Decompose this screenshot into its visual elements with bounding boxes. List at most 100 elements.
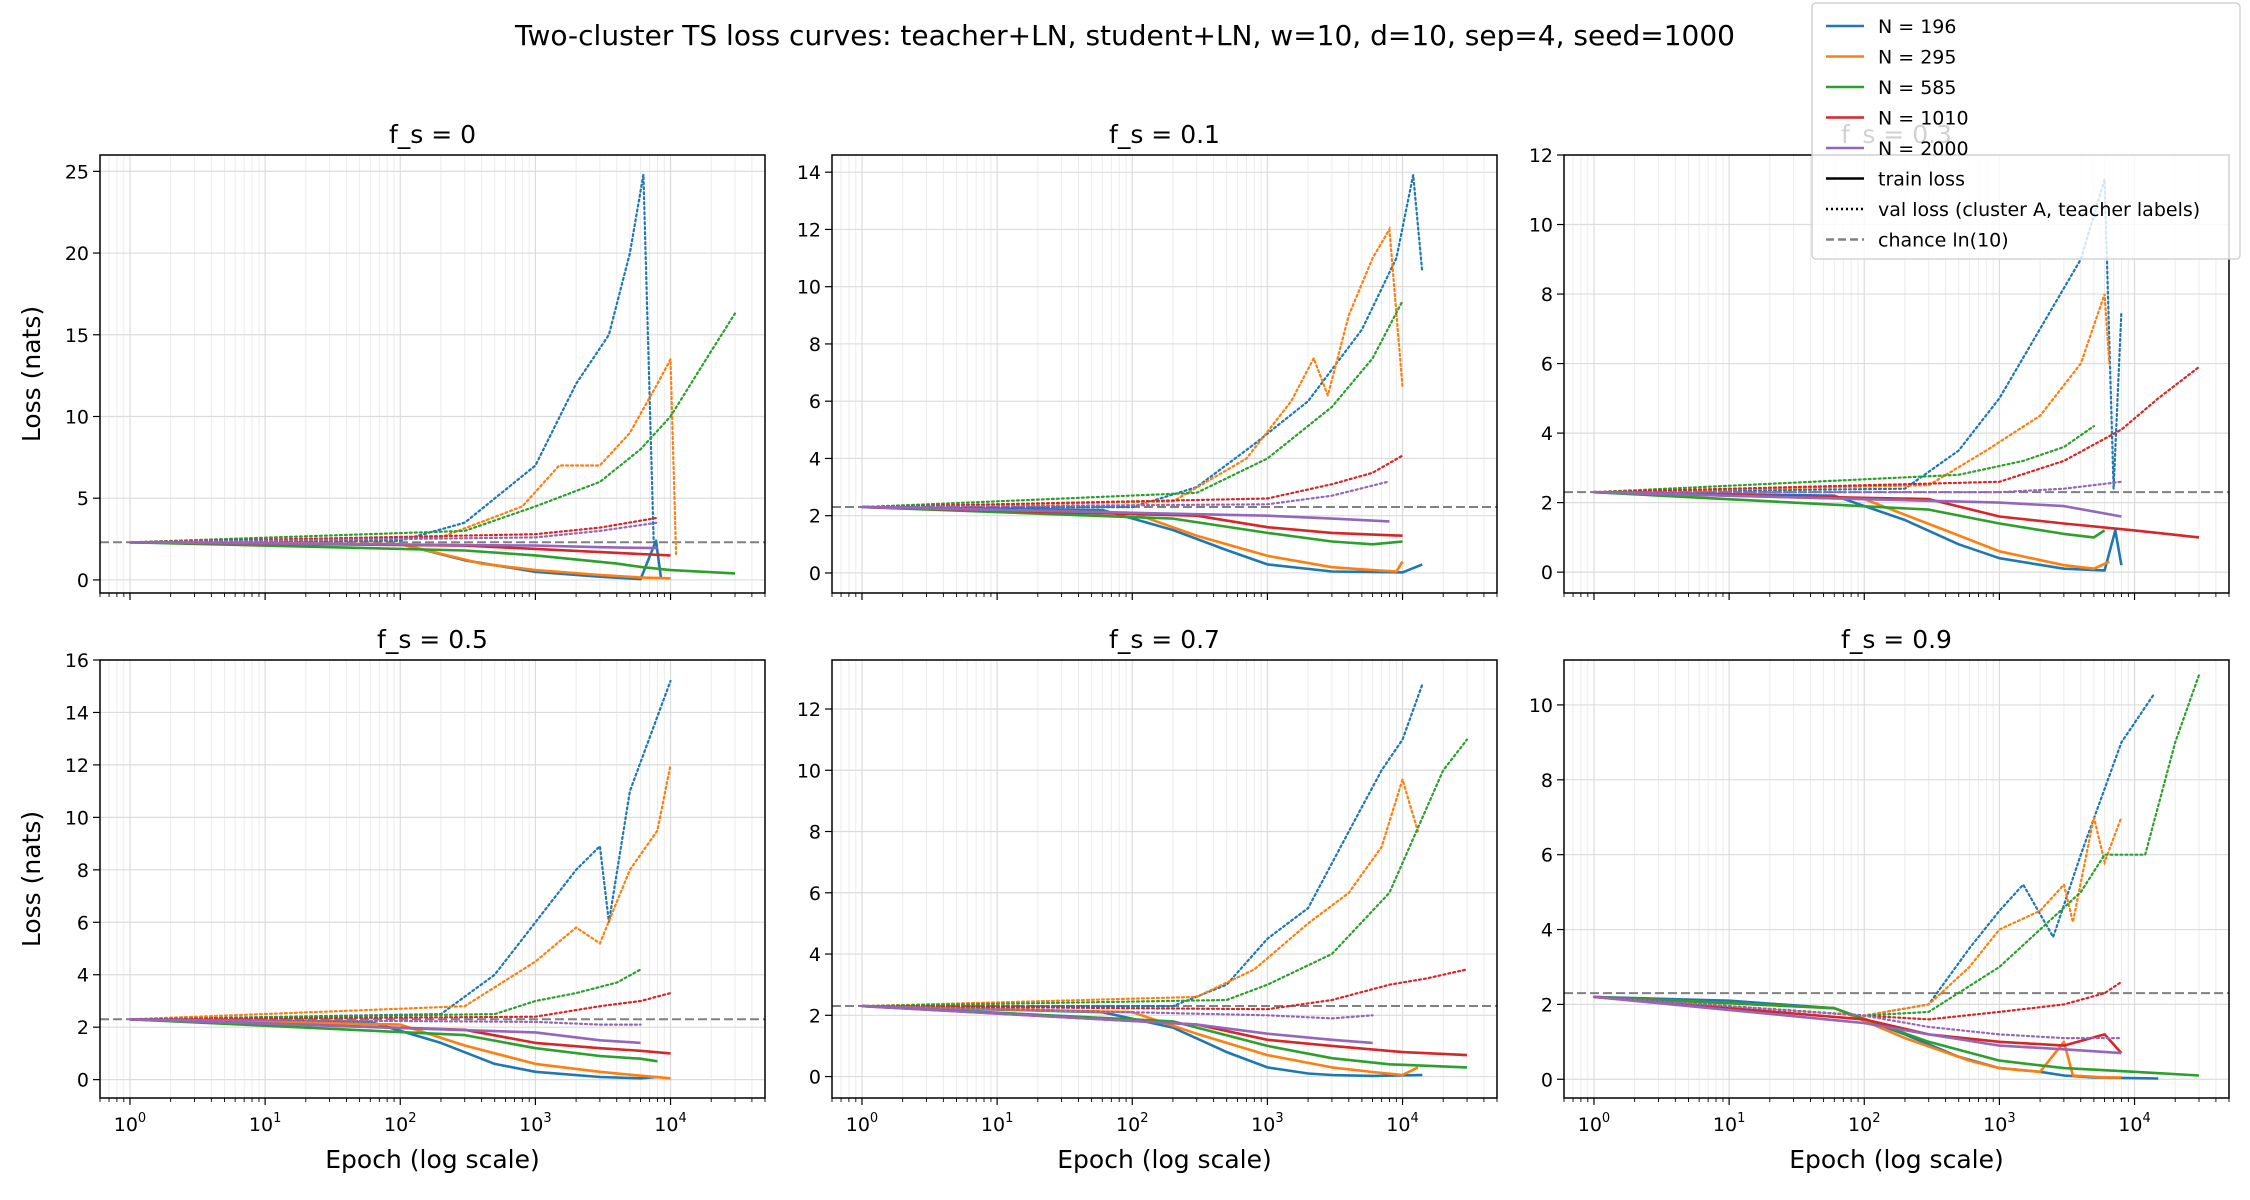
y-tick-label: 6 — [1541, 845, 1553, 867]
train-line-n585 — [1593, 490, 2106, 539]
train-line-n2000 — [861, 1004, 1373, 1045]
x-tick-label: 103 — [1251, 1111, 1283, 1136]
train-line-n585 — [1593, 995, 2200, 1077]
val-line-n1010 — [128, 991, 672, 1021]
subplot-title: f_s = 0 — [389, 120, 476, 149]
train-line-n585 — [861, 505, 1403, 546]
y-tick-label: 0 — [1541, 562, 1553, 584]
y-tick-label: 8 — [1541, 284, 1553, 306]
val-line-n585 — [128, 312, 737, 544]
y-tick-label: 6 — [1541, 354, 1553, 376]
y-tick-label: 10 — [1529, 215, 1553, 237]
val-line-n1010 — [860, 454, 1404, 509]
y-tick-label: 0 — [77, 570, 89, 592]
y-axis-label: Loss (nats) — [17, 306, 46, 442]
val-line-n295 — [128, 355, 678, 557]
legend-entry: N = 196 — [1826, 16, 1956, 38]
train-line-n2000 — [129, 541, 658, 550]
y-tick-label: 8 — [809, 822, 821, 844]
y-tick-label: 10 — [1529, 695, 1553, 717]
val-line-n585 — [860, 738, 1469, 1008]
y-tick-label: 8 — [77, 860, 89, 882]
x-tick-label: 104 — [2118, 1111, 2150, 1136]
x-axis-label: Epoch (log scale) — [1057, 1145, 1271, 1174]
train-line-n2000 — [1593, 490, 2122, 518]
legend-box — [1811, 2, 2241, 260]
y-tick-label: 2 — [77, 1017, 89, 1039]
subplot-title: f_s = 0.7 — [1109, 625, 1220, 654]
legend-label: N = 196 — [1878, 16, 1956, 38]
y-tick-label: 20 — [65, 243, 89, 265]
train-line-n295 — [861, 1004, 1419, 1077]
x-tick-label: 104 — [1386, 1111, 1418, 1136]
x-tick-label: 101 — [249, 1111, 281, 1136]
series-group — [128, 174, 737, 581]
legend-entry: N = 585 — [1826, 77, 1956, 99]
subplot-6: 0 2 4 6 8 10 100 101 102 103 104 Epoch (log scale) f… — [1529, 625, 2230, 1174]
x-tick-label: 101 — [981, 1111, 1013, 1136]
axes-frame — [1563, 659, 2230, 1099]
train-line-n585 — [129, 1018, 658, 1063]
legend-entry: chance ln(10) — [1826, 230, 2009, 252]
y-axis-label: Loss (nats) — [17, 811, 46, 947]
y-tick-label: 25 — [65, 161, 89, 183]
y-tick-label: 10 — [65, 406, 89, 428]
val-line-n196 — [128, 174, 655, 544]
train-line-n2000 — [861, 505, 1390, 523]
figure-title: Two-cluster TS loss curves: teacher+LN, … — [514, 19, 1735, 52]
val-line-n585 — [128, 968, 642, 1021]
x-tick-label: 102 — [1116, 1111, 1148, 1136]
train-line-n196 — [861, 1004, 1423, 1078]
subplot-1: 0 5 10 15 20 25 Loss (nats) f_s = 0 — [17, 120, 766, 600]
x-tick-label: 102 — [384, 1111, 416, 1136]
train-line-n295 — [129, 1018, 671, 1080]
subplot-4: 0 2 4 6 8 10 12 14 16 100 101 102 103 104 Epoch (log s… — [17, 625, 766, 1174]
val-line-n2000 — [1592, 480, 2123, 494]
axes-frame — [831, 154, 1498, 594]
train-line-n1010 — [1593, 995, 2123, 1054]
y-tick-label: 4 — [77, 965, 89, 987]
y-tick-label: 15 — [65, 325, 89, 347]
y-tick-label: 6 — [809, 391, 821, 413]
x-tick-label: 102 — [1848, 1111, 1880, 1136]
train-line-n196 — [1593, 490, 2123, 572]
val-line-n1010 — [128, 516, 659, 544]
subplot-2: 0 2 4 6 8 10 12 14 f_s = 0.1 — [797, 120, 1498, 600]
legend-label: N = 585 — [1878, 77, 1956, 99]
series-group — [1592, 673, 2201, 1080]
y-tick-label: 4 — [809, 944, 821, 966]
subplot-title: f_s = 0.1 — [1109, 120, 1220, 149]
y-tick-label: 14 — [797, 162, 821, 184]
val-line-n295 — [1592, 816, 2123, 1017]
y-tick-label: 8 — [1541, 770, 1553, 792]
y-tick-label: 0 — [77, 1070, 89, 1092]
val-line-n295 — [128, 763, 672, 1021]
x-tick-label: 103 — [1983, 1111, 2015, 1136]
y-tick-label: 12 — [65, 755, 89, 777]
legend-entry: N = 2000 — [1826, 138, 1969, 160]
val-line-n2000 — [860, 1004, 1374, 1020]
legend-entry: train loss — [1826, 169, 1965, 191]
series-group — [860, 174, 1424, 574]
series-group — [860, 683, 1469, 1078]
val-line-n2000 — [128, 1018, 642, 1026]
y-tick-label: 2 — [1541, 493, 1553, 515]
train-line-n2000 — [129, 1018, 641, 1045]
y-tick-label: 0 — [809, 563, 821, 585]
legend: N = 196 N = 295 N = 585 N = 1010 N = 2000 tra… — [1811, 2, 2241, 260]
x-axis-label: Epoch (log scale) — [1789, 1145, 2003, 1174]
x-axis-label: Epoch (log scale) — [325, 1145, 539, 1174]
val-line-n2000 — [128, 521, 659, 544]
legend-label: N = 295 — [1878, 47, 1956, 69]
subplot-title: f_s = 0.9 — [1841, 625, 1952, 654]
legend-entry: N = 1010 — [1826, 108, 1969, 130]
y-tick-label: 10 — [797, 277, 821, 299]
series-group — [128, 679, 672, 1080]
y-tick-label: 12 — [797, 699, 821, 721]
y-tick-label: 10 — [797, 760, 821, 782]
legend-label: train loss — [1878, 169, 1965, 191]
y-tick-label: 0 — [809, 1067, 821, 1089]
y-tick-label: 14 — [65, 702, 89, 724]
legend-label: val loss (cluster A, teacher labels) — [1878, 199, 2200, 221]
